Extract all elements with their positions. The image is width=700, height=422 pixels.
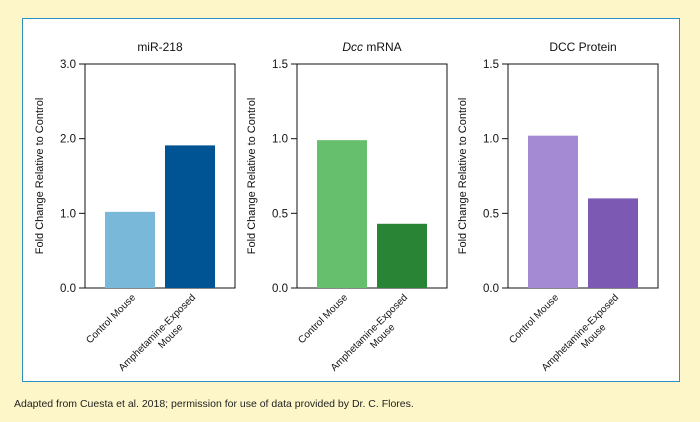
y-tick-label: 0.0 [483,283,499,295]
x-tick-label: Control Mouse [296,292,350,346]
x-tick-label-line: Control Mouse [507,292,561,346]
bar [528,135,578,288]
y-tick-label: 1.5 [483,59,499,71]
y-tick-label: 1.0 [272,134,288,146]
x-tick-label-line: Control Mouse [296,292,350,346]
y-axis-label: Fold Change Relative to Control [457,98,469,255]
y-tick-label: 0.0 [60,283,76,295]
x-tick-label: Control Mouse [84,292,138,346]
figure-caption: Adapted from Cuesta et al. 2018; permiss… [14,398,414,410]
y-tick-label: 1.0 [483,134,499,146]
plot-frame [296,63,448,289]
x-tick-label-line: Control Mouse [84,292,138,346]
bar [377,223,427,288]
bar [165,145,215,288]
plot-frame [507,63,659,289]
plot-frame [84,63,236,289]
chart-title: DCC Protein [549,40,616,54]
y-tick-label: 0.0 [272,283,288,295]
bar [105,211,155,288]
y-tick-label: 1.0 [60,208,76,220]
bar [588,198,638,288]
y-tick-label: 2.0 [60,134,76,146]
chart-title-text: miR-218 [137,40,183,54]
chart-title-italic: Dcc [342,40,363,54]
chart-title: Dcc mRNA [342,40,401,54]
y-tick-label: 1.5 [272,59,288,71]
chart-title-text: DCC Protein [549,40,616,54]
y-tick-label: 3.0 [60,59,76,71]
x-tick-label: Control Mouse [507,292,561,346]
y-tick-label: 0.5 [272,208,288,220]
y-tick-label: 0.5 [483,208,499,220]
y-axis-label: Fold Change Relative to Control [34,98,46,255]
bar [317,140,367,288]
chart-title-text: mRNA [363,40,402,54]
y-axis-label: Fold Change Relative to Control [246,98,258,255]
chart-title: miR-218 [137,40,183,54]
